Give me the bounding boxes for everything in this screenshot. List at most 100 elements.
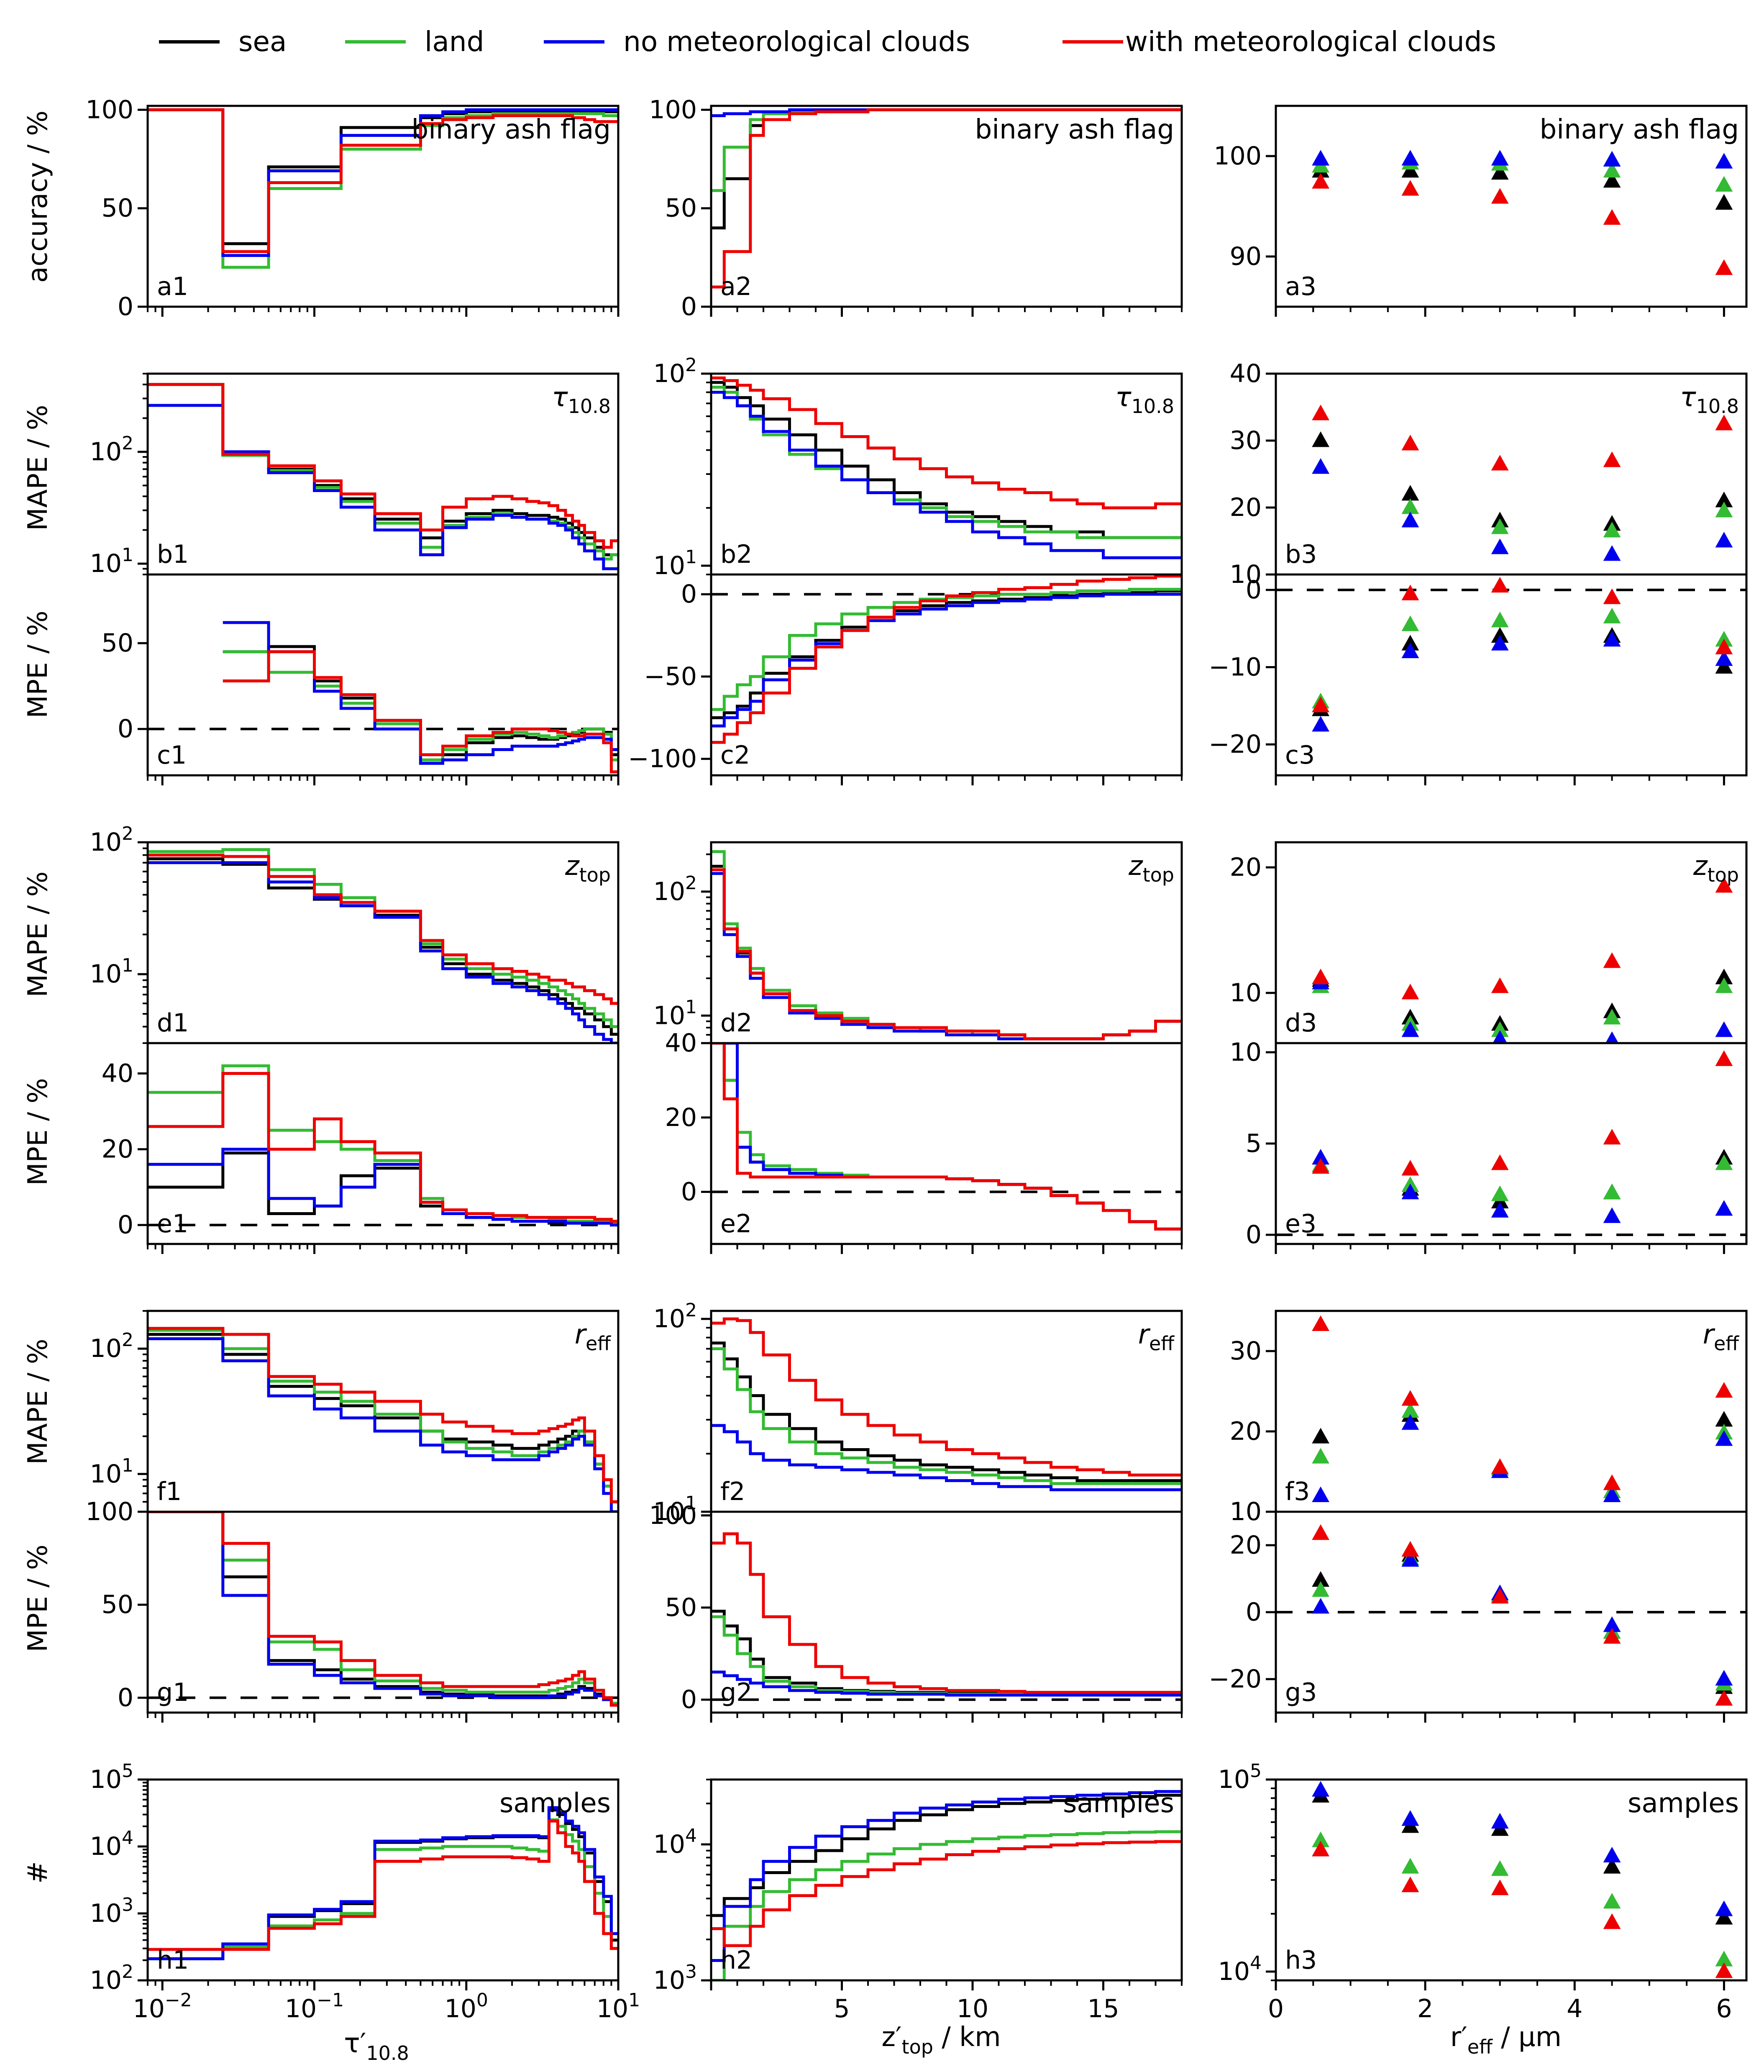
xtick-label: 5	[834, 1994, 850, 2023]
series-group	[711, 850, 1182, 1041]
panel-d2: 101 102 d2 ztop	[653, 841, 1183, 1044]
marker-with-meteorological-clouds	[1715, 259, 1733, 275]
ytick-label: 100	[649, 1501, 697, 1530]
panel-e3: 0 5 10 e3	[1230, 1038, 1748, 1254]
ytick-label: 0	[681, 292, 697, 321]
series-with-meteorological-clouds	[148, 1072, 618, 1223]
column-axis-labels: τ′10.8 z′top / km r′eff / μm	[344, 2022, 1562, 2064]
marker-with-meteorological-clouds	[1715, 1382, 1733, 1398]
panel-b3: 10 20 30 40 b3 τ10.8	[1230, 359, 1748, 589]
xtick-label: 101	[597, 1990, 640, 2023]
ytick-label: 100	[1214, 141, 1262, 171]
axes-frame	[146, 841, 620, 1044]
axes-frame	[146, 1510, 620, 1714]
ytick-label: 20	[665, 1103, 697, 1132]
panel-annotation: samples	[499, 1788, 611, 1819]
xtick-label: 10−1	[285, 1990, 344, 2023]
series-with-meteorological-clouds	[711, 1317, 1182, 1477]
marker-land	[1603, 1893, 1621, 1909]
marker-with-meteorological-clouds	[1603, 209, 1621, 225]
marker-with-meteorological-clouds	[1401, 435, 1419, 451]
panel-g3: −20 0 20 g3	[1208, 1510, 1748, 1723]
marker-sea	[1312, 1571, 1329, 1587]
ytick-label: 0	[681, 1685, 697, 1714]
axes-frame	[710, 1042, 1183, 1245]
marker-with-meteorological-clouds	[1401, 180, 1419, 196]
panel-b2: 101 102 b2 τ10.8	[653, 354, 1183, 580]
marker-land	[1603, 522, 1621, 538]
panel-tag: f1	[157, 1477, 182, 1506]
marker-sea	[1603, 172, 1621, 188]
series-with-meteorological-clouds	[711, 1840, 1182, 1947]
ytick-label: 40	[665, 1028, 697, 1058]
series-land	[711, 850, 1182, 1041]
marker-sea	[1401, 485, 1419, 501]
axes-frame	[710, 841, 1183, 1044]
panel-h3: 104 105 0 2 4 6 h3 samples	[1218, 1760, 1748, 2023]
marker-with-meteorological-clouds	[1312, 1841, 1329, 1857]
marker-with-meteorological-clouds	[1401, 1390, 1419, 1406]
ytick-label: 100	[649, 95, 697, 124]
marker-no-meteorological-clouds	[1605, 1031, 1619, 1043]
panel-e2: 0 20 40 e2	[665, 1028, 1183, 1254]
marker-sea	[1603, 1858, 1621, 1874]
series-with-meteorological-clouds	[711, 868, 1182, 1041]
ylabel-mpe-c: MPE / %	[23, 610, 54, 718]
xtick-label: 10−2	[133, 1990, 192, 2023]
series-with-meteorological-clouds	[148, 383, 618, 549]
ytick-label: 101	[653, 996, 697, 1030]
marker-land	[1491, 518, 1509, 534]
panel-c3: −20 −10 0 c3	[1208, 573, 1748, 785]
marker-land	[1312, 1448, 1329, 1464]
ytick-label: 5	[1246, 1129, 1262, 1158]
series-land	[148, 383, 618, 561]
panel-annotation: τ10.8	[1680, 382, 1739, 418]
panel-tag: g2	[720, 1678, 752, 1707]
series-with-meteorological-clouds	[223, 650, 618, 774]
xtick-label: 100	[445, 1990, 488, 2023]
panel-annotation: ztop	[1128, 851, 1174, 886]
marker-land	[1603, 608, 1621, 623]
series-no-meteorological-clouds	[148, 1806, 618, 1960]
marker-with-meteorological-clouds	[1491, 1458, 1509, 1474]
marker-with-meteorological-clouds	[1312, 405, 1329, 421]
marker-no-meteorological-clouds	[1491, 1202, 1509, 1218]
panel-tag: b1	[157, 540, 189, 569]
marker-no-meteorological-clouds	[1312, 458, 1329, 474]
ytick-label: 20	[1230, 1531, 1262, 1560]
ytick-label: 104	[1218, 1952, 1262, 1986]
marker-no-meteorological-clouds	[1491, 1813, 1509, 1829]
marker-no-meteorological-clouds	[1493, 1030, 1508, 1043]
marker-no-meteorological-clouds	[1715, 1900, 1733, 1916]
marker-no-meteorological-clouds	[1715, 1670, 1733, 1686]
series-land	[148, 1328, 618, 1503]
series-group	[711, 1043, 1182, 1231]
series-with-meteorological-clouds	[148, 1512, 618, 1707]
panel-tag: e2	[720, 1209, 752, 1239]
marker-sea	[1715, 1411, 1733, 1427]
panel-h1: 102 103 104 105 10−2 10−1 100 101 h1 samples	[90, 1760, 640, 2023]
marker-no-meteorological-clouds	[1312, 1149, 1329, 1165]
marker-land	[1715, 1951, 1733, 1967]
ytick-label: 102	[90, 433, 133, 467]
panel-h2: 103 104 5 10 15 h2 samples	[653, 1778, 1183, 2023]
series-no-meteorological-clouds	[148, 404, 618, 570]
marker-with-meteorological-clouds	[1603, 1913, 1621, 1929]
row-axis-labels: accuracy / % MAPE / % MPE / % MAPE / % M…	[23, 110, 54, 1884]
marker-land	[1491, 1860, 1509, 1876]
series-sea	[148, 1512, 618, 1705]
series-land	[223, 650, 618, 762]
ytick-label: 20	[1230, 1417, 1262, 1446]
marker-no-meteorological-clouds	[1603, 1616, 1621, 1632]
series-group	[711, 1790, 1182, 1980]
marker-no-meteorological-clouds	[1715, 1200, 1733, 1216]
marker-with-meteorological-clouds	[1491, 1880, 1509, 1895]
panel-tag: b3	[1285, 540, 1317, 569]
series-with-meteorological-clouds	[148, 1819, 618, 1951]
marker-with-meteorological-clouds	[1491, 577, 1509, 593]
marker-with-meteorological-clouds	[1603, 1128, 1621, 1145]
marker-land	[1401, 1858, 1419, 1874]
series-no-meteorological-clouds	[711, 872, 1182, 1041]
